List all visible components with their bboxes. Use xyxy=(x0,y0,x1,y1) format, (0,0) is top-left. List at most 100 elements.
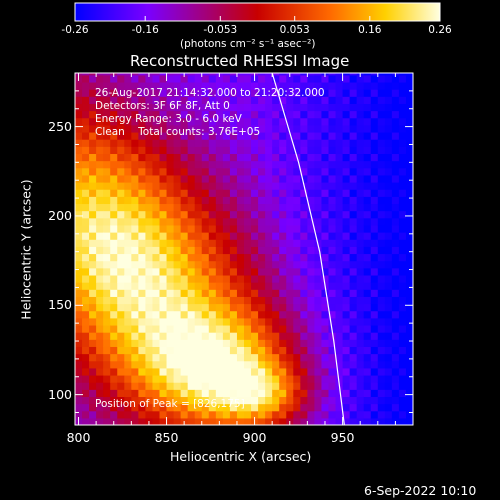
heatmap-cell xyxy=(342,146,351,155)
heatmap-cell xyxy=(370,253,379,262)
heatmap-cell xyxy=(244,96,252,104)
heatmap-cell xyxy=(398,253,407,262)
heatmap-cell xyxy=(201,367,210,376)
heatmap-cell xyxy=(328,174,337,183)
heatmap-cell xyxy=(208,382,217,390)
heatmap-cell xyxy=(215,103,224,112)
heatmap-cell xyxy=(349,274,358,283)
heatmap-cell xyxy=(75,346,83,355)
heatmap-cell xyxy=(187,189,196,197)
heatmap-cell xyxy=(314,360,323,369)
heatmap-cell xyxy=(377,403,386,412)
heatmap-cell xyxy=(110,189,118,197)
heatmap-cell xyxy=(272,103,280,112)
heatmap-cell xyxy=(377,174,386,183)
heatmap-cell xyxy=(363,324,372,333)
heatmap-cell xyxy=(194,260,203,269)
heatmap-cell xyxy=(173,189,182,197)
heatmap-cell xyxy=(244,282,252,290)
heatmap-cell xyxy=(201,139,210,147)
heatmap-cell xyxy=(152,374,161,383)
heatmap-cell xyxy=(138,382,147,390)
heatmap-cell xyxy=(75,367,83,376)
heatmap-cell xyxy=(272,346,280,355)
heatmap-cell xyxy=(229,367,238,376)
heatmap-cell xyxy=(307,346,316,355)
heatmap-cell xyxy=(244,267,252,276)
heatmap-cell xyxy=(96,74,104,83)
heatmap-cell xyxy=(370,103,379,112)
heatmap-cell xyxy=(377,317,386,326)
heatmap-cell xyxy=(251,160,259,169)
heatmap-cell xyxy=(103,131,111,140)
heatmap-cell xyxy=(258,410,266,419)
heatmap-cell xyxy=(244,389,252,398)
heatmap-cell xyxy=(251,267,259,276)
heatmap-cell xyxy=(251,339,259,347)
heatmap-cell xyxy=(215,332,224,340)
heatmap-cell xyxy=(215,353,224,362)
heatmap-cell xyxy=(173,246,182,255)
heatmap-cell xyxy=(405,81,413,90)
heatmap-cell xyxy=(194,296,203,305)
heatmap-cell xyxy=(279,189,287,197)
heatmap-cell xyxy=(349,210,358,219)
heatmap-cell xyxy=(398,353,407,362)
heatmap-cell xyxy=(96,339,104,347)
heatmap-cell xyxy=(335,81,344,90)
heatmap-cell xyxy=(75,181,83,190)
heatmap-cell xyxy=(370,389,379,398)
heatmap-cell xyxy=(272,324,280,333)
heatmap-cell xyxy=(370,246,379,255)
heatmap-cell xyxy=(384,174,393,183)
heatmap-cell xyxy=(124,282,132,290)
heatmap-cell xyxy=(208,110,217,119)
heatmap-cell xyxy=(251,224,259,233)
heatmap-cell xyxy=(75,196,83,205)
heatmap-cell xyxy=(356,89,365,97)
heatmap-cell xyxy=(349,196,358,205)
heatmap-cell xyxy=(145,167,154,176)
heatmap-cell xyxy=(398,260,407,269)
heatmap-cell xyxy=(159,139,168,147)
heatmap-cell xyxy=(377,332,386,340)
heatmap-cell xyxy=(222,74,231,83)
heatmap-cell xyxy=(356,303,365,312)
heatmap-cell xyxy=(103,74,111,83)
heatmap-cell xyxy=(124,353,132,362)
heatmap-cell xyxy=(180,124,189,133)
heatmap-cell xyxy=(370,396,379,405)
heatmap-cell xyxy=(194,203,203,212)
heatmap-cell xyxy=(110,89,118,97)
heatmap-cell xyxy=(145,396,154,405)
heatmap-cell xyxy=(258,117,266,126)
heatmap-cell xyxy=(244,89,252,97)
heatmap-cell xyxy=(166,217,175,226)
heatmap-cell xyxy=(152,274,161,283)
heatmap-cell xyxy=(272,167,280,176)
heatmap-cell xyxy=(398,274,407,283)
heatmap-cell xyxy=(89,181,97,190)
heatmap-cell xyxy=(335,317,344,326)
heatmap-cell xyxy=(279,174,287,183)
heatmap-cell xyxy=(265,124,273,133)
heatmap-cell xyxy=(335,332,344,340)
heatmap-cell xyxy=(342,389,351,398)
heatmap-cell xyxy=(307,224,316,233)
heatmap-cell xyxy=(180,139,189,147)
heatmap-cell xyxy=(314,73,323,76)
heatmap-cell xyxy=(236,131,245,140)
heatmap-cell xyxy=(293,217,301,226)
heatmap-cell xyxy=(180,382,189,390)
heatmap-cell xyxy=(229,274,238,283)
heatmap-cell xyxy=(377,289,386,297)
heatmap-cell xyxy=(236,246,245,255)
heatmap-cell xyxy=(321,224,330,233)
heatmap-cell xyxy=(363,403,372,412)
heatmap-cell xyxy=(187,103,196,112)
heatmap-cell xyxy=(258,73,266,76)
heatmap-cell xyxy=(272,217,280,226)
heatmap-cell xyxy=(138,274,147,283)
heatmap-cell xyxy=(201,339,210,347)
heatmap-cell xyxy=(215,89,224,97)
